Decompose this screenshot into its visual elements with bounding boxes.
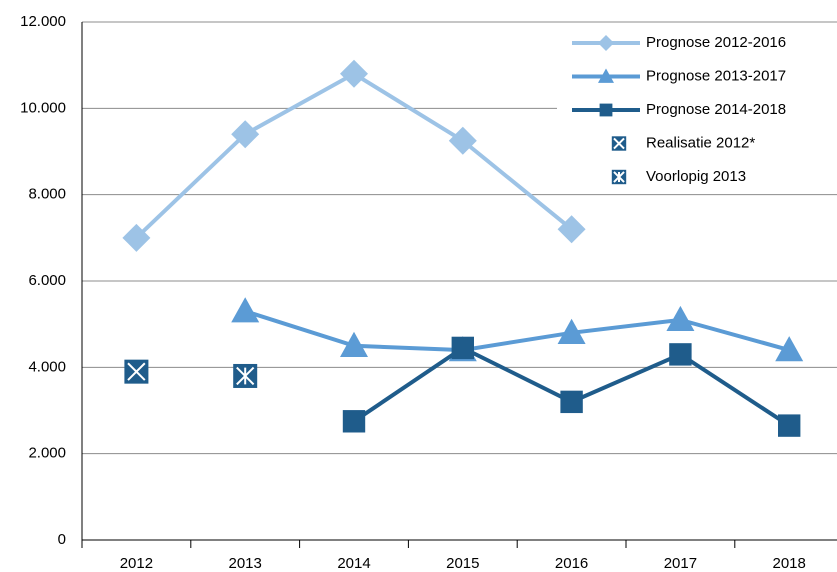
marker bbox=[560, 390, 583, 414]
marker bbox=[340, 331, 368, 357]
marker-part bbox=[775, 336, 804, 362]
marker-part bbox=[599, 103, 613, 117]
marker bbox=[342, 410, 366, 433]
marker bbox=[778, 414, 801, 437]
marker bbox=[557, 215, 586, 244]
marker bbox=[231, 297, 260, 323]
marker-part bbox=[613, 171, 625, 183]
marker-part bbox=[669, 343, 692, 366]
marker-part bbox=[557, 318, 586, 344]
marker bbox=[451, 336, 474, 360]
marker-part bbox=[451, 336, 474, 360]
marker bbox=[448, 126, 477, 155]
y-tick-label: 2.000 bbox=[28, 445, 66, 462]
marker bbox=[233, 363, 258, 388]
marker-part bbox=[666, 305, 695, 332]
legend: Prognose 2012-2016 Prognose 2013-2017 Prog… bbox=[557, 24, 837, 190]
legend-label: Prognose 2013-2017 bbox=[646, 67, 786, 84]
marker-part bbox=[236, 366, 255, 386]
marker bbox=[775, 336, 804, 362]
marker bbox=[122, 223, 151, 252]
marker-part bbox=[127, 362, 146, 381]
y-tick-label: 6.000 bbox=[28, 272, 66, 289]
marker-part bbox=[340, 331, 368, 357]
marker bbox=[611, 136, 627, 151]
y-tick-label: 8.000 bbox=[28, 186, 66, 203]
marker-part bbox=[342, 410, 366, 433]
series-line bbox=[244, 309, 790, 353]
marker bbox=[611, 169, 627, 185]
x-tick-label: 2012 bbox=[120, 555, 153, 572]
x-tick-label: 2017 bbox=[664, 555, 697, 572]
marker bbox=[557, 318, 586, 344]
series-line bbox=[352, 345, 791, 428]
series-line bbox=[135, 71, 573, 240]
marker bbox=[231, 120, 260, 149]
marker bbox=[598, 35, 614, 51]
marker-part bbox=[598, 68, 614, 83]
marker-part bbox=[557, 215, 586, 244]
marker-part bbox=[231, 297, 260, 323]
marker bbox=[599, 103, 613, 117]
legend-label: Prognose 2012-2016 bbox=[646, 34, 786, 51]
x-tick-label: 2014 bbox=[337, 555, 370, 572]
x-tick-label: 2015 bbox=[446, 555, 479, 572]
marker-part bbox=[448, 126, 477, 155]
marker bbox=[598, 68, 614, 83]
y-tick-label: 0 bbox=[58, 531, 66, 548]
marker-part bbox=[598, 35, 614, 51]
marker-part bbox=[560, 390, 583, 414]
y-tick-label: 4.000 bbox=[28, 358, 66, 375]
marker-part bbox=[778, 414, 801, 437]
y-tick-label: 10.000 bbox=[20, 99, 66, 116]
marker bbox=[666, 305, 695, 332]
marker-part bbox=[340, 59, 368, 88]
marker bbox=[340, 59, 368, 88]
y-tick-label: 12.000 bbox=[20, 13, 66, 30]
marker-part bbox=[122, 223, 151, 252]
x-tick-label: 2016 bbox=[555, 555, 588, 572]
marker bbox=[124, 359, 149, 384]
x-tick-label: 2013 bbox=[229, 555, 262, 572]
x-tick-label: 2018 bbox=[773, 555, 806, 572]
legend-label: Prognose 2014-2018 bbox=[646, 101, 786, 118]
marker-part bbox=[231, 120, 260, 149]
marker bbox=[669, 343, 692, 366]
legend-label: Voorlopig 2013 bbox=[646, 168, 746, 185]
legend-label: Realisatie 2012* bbox=[646, 134, 755, 151]
marker-part bbox=[613, 137, 625, 150]
